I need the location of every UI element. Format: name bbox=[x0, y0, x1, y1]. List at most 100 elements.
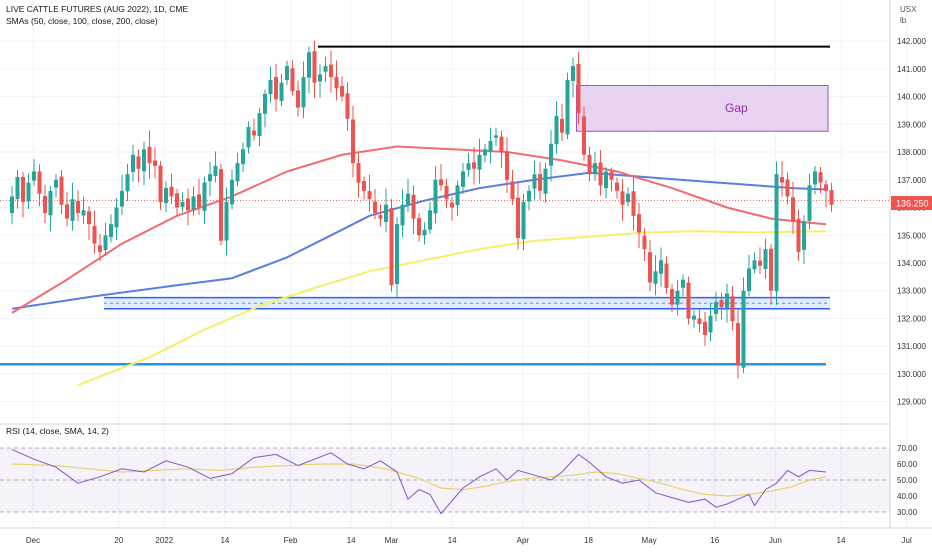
candle bbox=[461, 162, 465, 194]
candle bbox=[587, 146, 592, 182]
candle bbox=[252, 118, 256, 141]
candle-body bbox=[455, 185, 460, 206]
candle-body bbox=[164, 188, 168, 203]
moving-averages bbox=[11, 145, 827, 386]
candle bbox=[208, 161, 212, 197]
currency-label: USX bbox=[900, 5, 917, 14]
candle bbox=[362, 176, 366, 200]
candle-body bbox=[26, 182, 31, 202]
candle bbox=[703, 311, 707, 346]
candle-body bbox=[488, 140, 493, 152]
candle-body bbox=[290, 68, 295, 92]
y-tick-label: 131.000 bbox=[897, 342, 926, 351]
candle bbox=[483, 144, 487, 163]
candle bbox=[571, 57, 575, 98]
candle bbox=[54, 174, 58, 198]
candle bbox=[626, 187, 630, 207]
candle-body bbox=[692, 315, 696, 320]
candle-body bbox=[719, 299, 724, 308]
candle bbox=[697, 309, 702, 333]
candle bbox=[791, 181, 795, 235]
candle bbox=[807, 173, 812, 230]
candle-body bbox=[48, 190, 53, 216]
candle-body bbox=[697, 318, 702, 325]
candle-body bbox=[224, 201, 229, 241]
candle-body bbox=[411, 194, 416, 219]
candle bbox=[455, 180, 460, 216]
candle bbox=[741, 277, 746, 374]
candle bbox=[796, 209, 801, 261]
candle-body bbox=[340, 85, 344, 97]
x-tick-label: 14 bbox=[448, 536, 457, 545]
candle bbox=[59, 170, 64, 215]
candle-body bbox=[318, 74, 322, 82]
candle-body bbox=[114, 207, 119, 228]
candle-body bbox=[505, 151, 509, 180]
candle-body bbox=[21, 176, 25, 202]
x-tick-label: May bbox=[642, 536, 657, 545]
candle-body bbox=[807, 185, 812, 221]
candle bbox=[824, 180, 828, 208]
candle bbox=[675, 279, 680, 316]
candle-body bbox=[10, 196, 14, 214]
x-tick-label: Mar bbox=[385, 536, 399, 545]
candle-body bbox=[428, 210, 432, 230]
candle bbox=[241, 142, 245, 172]
candle bbox=[637, 202, 641, 249]
candle-body bbox=[186, 198, 190, 211]
candle bbox=[829, 182, 834, 212]
candle bbox=[142, 141, 146, 185]
gap-zone bbox=[576, 84, 829, 132]
candle-body bbox=[763, 249, 768, 270]
candle-body bbox=[796, 218, 801, 252]
candle bbox=[323, 56, 328, 83]
candle bbox=[125, 163, 130, 201]
horizontal-levels bbox=[0, 45, 890, 366]
candle-body bbox=[136, 156, 141, 169]
candle-body bbox=[142, 149, 146, 172]
candle-body bbox=[268, 79, 273, 95]
candle-body bbox=[439, 179, 443, 186]
candle bbox=[367, 174, 372, 212]
candle bbox=[312, 40, 317, 99]
candle-body bbox=[81, 210, 86, 216]
rsi-tick-label: 70.00 bbox=[897, 444, 918, 453]
candle-body bbox=[741, 290, 746, 368]
candle-body bbox=[230, 179, 234, 205]
candle-body bbox=[70, 199, 75, 221]
candle bbox=[87, 206, 91, 240]
candle bbox=[516, 181, 520, 250]
candle-body bbox=[312, 51, 317, 83]
candle-body bbox=[274, 76, 278, 100]
candle-body bbox=[296, 90, 300, 108]
gap-label: Gap bbox=[725, 101, 748, 115]
candle-body bbox=[499, 136, 504, 153]
candle bbox=[164, 181, 168, 213]
candle bbox=[15, 169, 20, 209]
candle-body bbox=[384, 204, 388, 222]
candle-body bbox=[769, 248, 773, 291]
candle-body bbox=[604, 171, 608, 189]
x-tick-label: Apr bbox=[517, 536, 530, 545]
candle-body bbox=[43, 196, 47, 214]
candle bbox=[109, 214, 113, 243]
candle bbox=[406, 179, 410, 212]
candle bbox=[725, 283, 729, 323]
candle-body bbox=[637, 214, 641, 233]
candle bbox=[318, 64, 322, 98]
candle-body bbox=[98, 245, 102, 252]
candle-body bbox=[747, 268, 751, 292]
candle-body bbox=[571, 66, 575, 81]
candle-body bbox=[631, 191, 636, 216]
candle bbox=[395, 217, 399, 298]
candle-body bbox=[147, 146, 152, 164]
candle bbox=[642, 227, 647, 261]
candle-body bbox=[329, 64, 333, 78]
candle-body bbox=[598, 162, 603, 186]
candle bbox=[763, 238, 768, 279]
rsi-label: RSI (14, close, SMA, 14, 2) bbox=[6, 426, 109, 436]
candle bbox=[604, 167, 608, 199]
candle bbox=[631, 174, 636, 231]
candle bbox=[422, 222, 427, 245]
